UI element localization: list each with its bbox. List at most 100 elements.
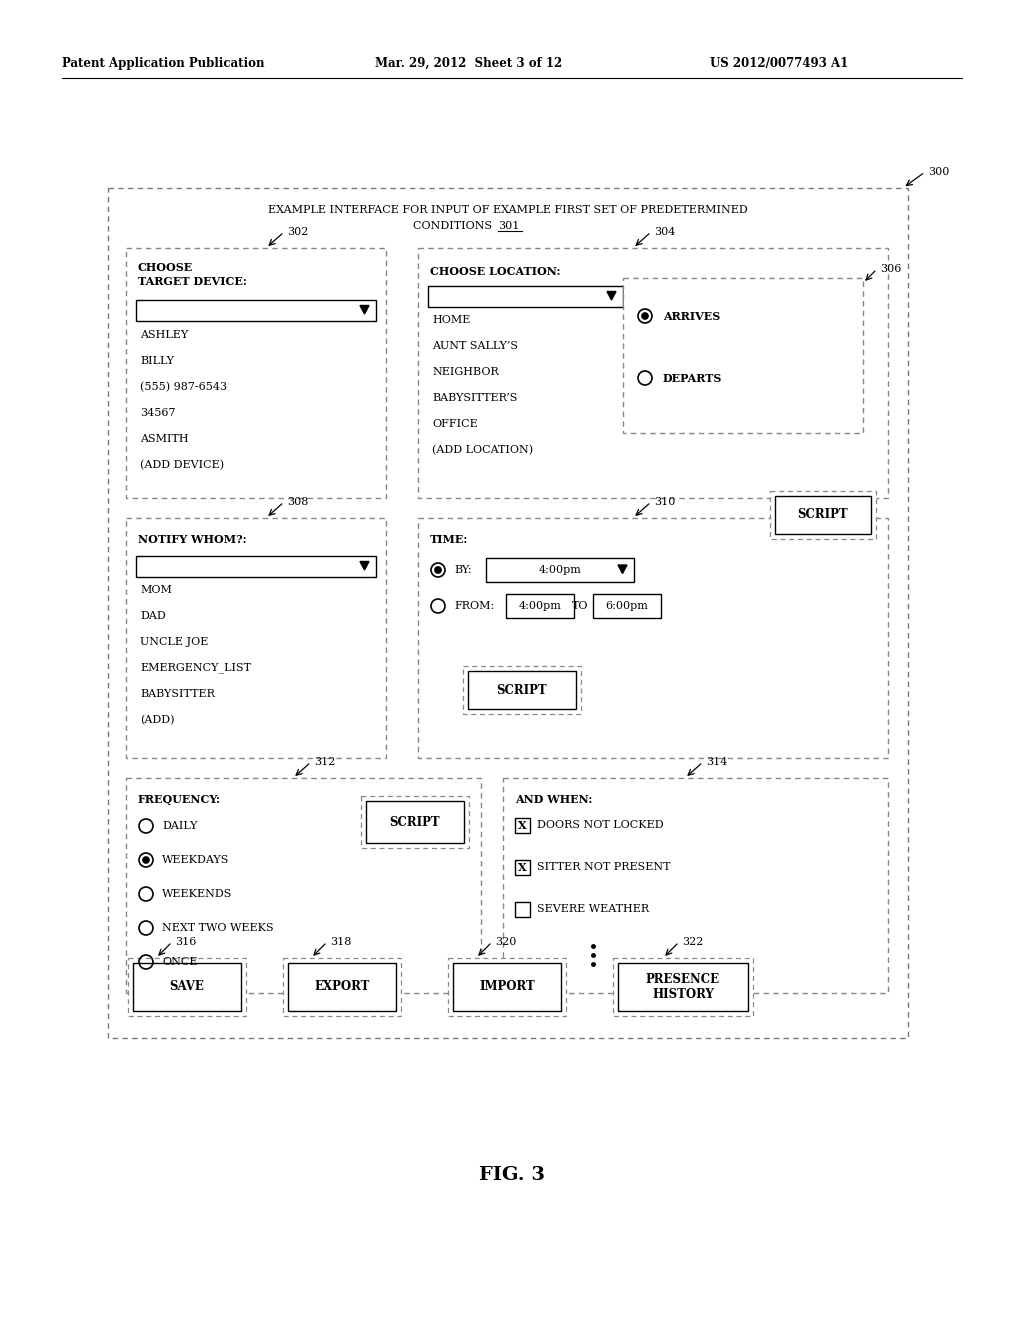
- Text: AND WHEN:: AND WHEN:: [515, 795, 592, 805]
- Text: FREQUENCY:: FREQUENCY:: [138, 795, 221, 805]
- Circle shape: [642, 313, 648, 319]
- Text: FIG. 3: FIG. 3: [479, 1166, 545, 1184]
- Text: US 2012/0077493 A1: US 2012/0077493 A1: [710, 57, 848, 70]
- Bar: [503, 777, 888, 993]
- Bar: [486, 558, 634, 582]
- Bar: [128, 958, 246, 1016]
- Text: 316: 316: [175, 937, 197, 946]
- Text: CHOOSE: CHOOSE: [138, 261, 194, 273]
- Text: 302: 302: [287, 227, 308, 238]
- Circle shape: [435, 566, 441, 573]
- Text: 322: 322: [682, 937, 703, 946]
- Text: SITTER NOT PRESENT: SITTER NOT PRESENT: [537, 862, 671, 873]
- Text: (ADD DEVICE): (ADD DEVICE): [140, 459, 224, 470]
- Text: UNCLE JOE: UNCLE JOE: [140, 638, 208, 647]
- Text: 304: 304: [654, 227, 676, 238]
- Bar: [126, 777, 481, 993]
- Bar: [515, 818, 530, 833]
- Text: 300: 300: [928, 168, 949, 177]
- Text: BY:: BY:: [454, 565, 472, 576]
- Bar: [288, 964, 396, 1011]
- Text: EXAMPLE INTERFACE FOR INPUT OF EXAMPLE FIRST SET OF PREDETERMINED: EXAMPLE INTERFACE FOR INPUT OF EXAMPLE F…: [268, 205, 748, 215]
- Text: NOTIFY WHOM?:: NOTIFY WHOM?:: [138, 535, 247, 545]
- Text: ONCE: ONCE: [162, 957, 198, 968]
- Polygon shape: [360, 561, 369, 570]
- Polygon shape: [607, 292, 616, 300]
- Text: 314: 314: [706, 756, 727, 767]
- Bar: [618, 964, 748, 1011]
- Text: HOME: HOME: [432, 315, 470, 325]
- Bar: [453, 964, 561, 1011]
- Text: 312: 312: [314, 756, 336, 767]
- Text: SEVERE WEATHER: SEVERE WEATHER: [537, 904, 649, 913]
- Text: 34567: 34567: [140, 408, 175, 418]
- Text: 306: 306: [880, 264, 901, 275]
- Bar: [515, 902, 530, 917]
- Text: X: X: [518, 820, 526, 832]
- Bar: [463, 667, 581, 714]
- Bar: [449, 958, 566, 1016]
- Text: ASHLEY: ASHLEY: [140, 330, 188, 341]
- Bar: [418, 517, 888, 758]
- Circle shape: [143, 857, 150, 863]
- Bar: [136, 300, 376, 321]
- Bar: [136, 556, 376, 577]
- Text: TO: TO: [571, 601, 588, 611]
- Text: Mar. 29, 2012  Sheet 3 of 12: Mar. 29, 2012 Sheet 3 of 12: [375, 57, 562, 70]
- Text: CONDITIONS: CONDITIONS: [414, 220, 496, 231]
- Text: PRESENCE
HISTORY: PRESENCE HISTORY: [646, 973, 720, 1001]
- Text: BILLY: BILLY: [140, 356, 174, 366]
- Text: TIME:: TIME:: [430, 535, 468, 545]
- Bar: [770, 491, 876, 539]
- Text: Patent Application Publication: Patent Application Publication: [62, 57, 264, 70]
- Bar: [361, 796, 469, 847]
- Bar: [126, 517, 386, 758]
- Text: DOORS NOT LOCKED: DOORS NOT LOCKED: [537, 820, 664, 830]
- Bar: [613, 958, 753, 1016]
- Text: MOM: MOM: [140, 585, 172, 595]
- Bar: [366, 801, 464, 843]
- Text: SCRIPT: SCRIPT: [798, 508, 848, 521]
- Text: EXPORT: EXPORT: [314, 981, 370, 994]
- Bar: [126, 248, 386, 498]
- Bar: [108, 187, 908, 1038]
- Text: 6:00pm: 6:00pm: [605, 601, 648, 611]
- Text: ARRIVES: ARRIVES: [663, 310, 720, 322]
- Text: DAD: DAD: [140, 611, 166, 620]
- Text: DAILY: DAILY: [162, 821, 198, 832]
- Text: 310: 310: [654, 498, 676, 507]
- Bar: [593, 594, 662, 618]
- Text: DEPARTS: DEPARTS: [663, 372, 722, 384]
- Bar: [515, 861, 530, 875]
- Text: EMERGENCY_LIST: EMERGENCY_LIST: [140, 663, 251, 673]
- Text: SCRIPT: SCRIPT: [390, 816, 440, 829]
- Text: IMPORT: IMPORT: [479, 981, 535, 994]
- Bar: [468, 671, 575, 709]
- Text: BABYSITTER’S: BABYSITTER’S: [432, 393, 517, 403]
- Text: TARGET DEVICE:: TARGET DEVICE:: [138, 276, 247, 286]
- Bar: [775, 496, 871, 535]
- Text: 301: 301: [498, 220, 519, 231]
- Text: 318: 318: [330, 937, 351, 946]
- Text: (ADD LOCATION): (ADD LOCATION): [432, 445, 534, 455]
- Text: 4:00pm: 4:00pm: [539, 565, 582, 576]
- Text: X: X: [518, 862, 526, 873]
- Text: NEIGHBOR: NEIGHBOR: [432, 367, 499, 378]
- Text: 308: 308: [287, 498, 308, 507]
- Bar: [418, 248, 888, 498]
- Text: OFFICE: OFFICE: [432, 418, 478, 429]
- Text: (ADD): (ADD): [140, 715, 174, 725]
- Text: CHOOSE LOCATION:: CHOOSE LOCATION:: [430, 267, 560, 277]
- Bar: [283, 958, 401, 1016]
- Text: ASMITH: ASMITH: [140, 434, 188, 444]
- Polygon shape: [618, 565, 627, 573]
- Text: BABYSITTER: BABYSITTER: [140, 689, 215, 700]
- Text: SCRIPT: SCRIPT: [497, 684, 547, 697]
- Text: FROM:: FROM:: [454, 601, 495, 611]
- Text: WEEKENDS: WEEKENDS: [162, 888, 232, 899]
- Text: NEXT TWO WEEKS: NEXT TWO WEEKS: [162, 923, 273, 933]
- Text: AUNT SALLY’S: AUNT SALLY’S: [432, 341, 518, 351]
- Text: (555) 987-6543: (555) 987-6543: [140, 381, 227, 392]
- Bar: [506, 594, 574, 618]
- Text: SAVE: SAVE: [170, 981, 205, 994]
